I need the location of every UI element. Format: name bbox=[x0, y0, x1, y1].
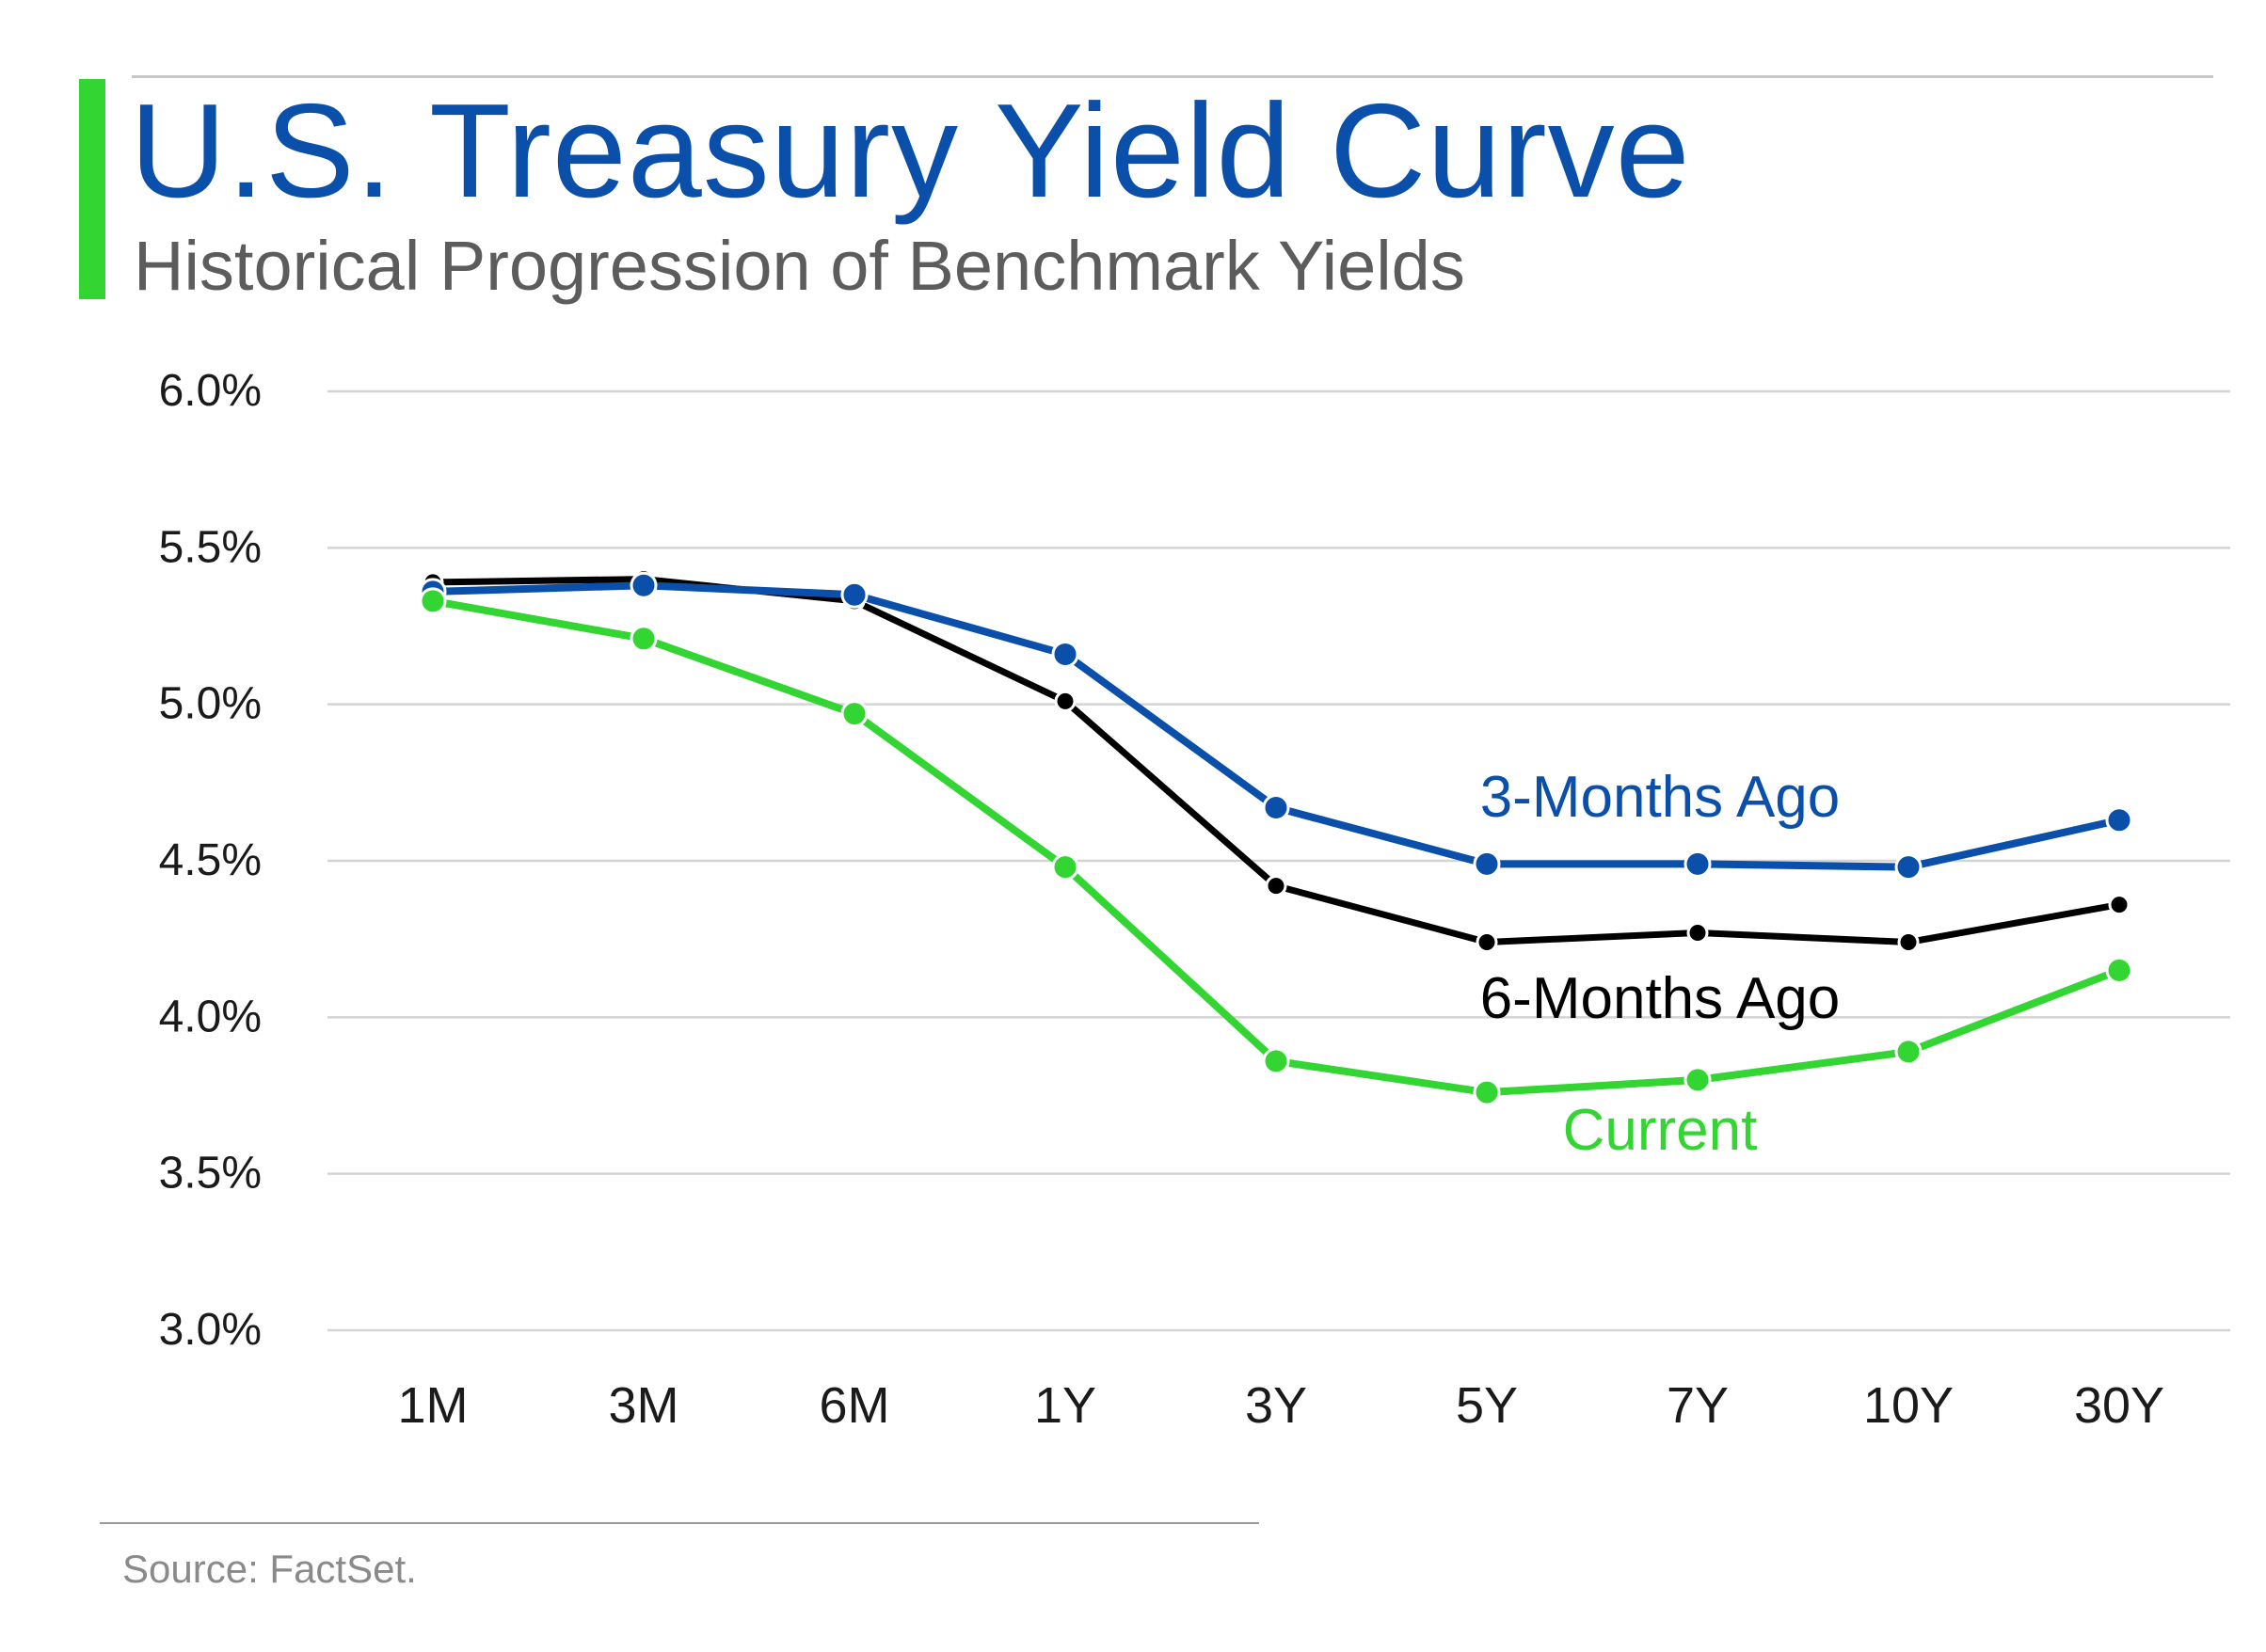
chart-subtitle: Historical Progression of Benchmark Yiel… bbox=[134, 227, 1465, 305]
x-tick-label: 7Y bbox=[1667, 1377, 1729, 1434]
data-point-current bbox=[1473, 1078, 1501, 1106]
data-point-3-months-ago bbox=[840, 580, 869, 609]
y-tick-label: 6.0% bbox=[159, 366, 262, 416]
top-rule bbox=[132, 75, 2213, 78]
data-point-6-months-ago bbox=[2108, 894, 2130, 916]
series-label-3-months-ago: 3-Months Ago bbox=[1480, 765, 1841, 830]
data-point-3-months-ago bbox=[2105, 806, 2133, 834]
x-tick-label: 6M bbox=[819, 1377, 889, 1434]
y-tick-label: 4.5% bbox=[159, 835, 262, 885]
data-point-current bbox=[840, 700, 869, 728]
y-tick-label: 5.5% bbox=[159, 522, 262, 572]
data-point-6-months-ago bbox=[1686, 922, 1709, 945]
x-tick-label: 3Y bbox=[1245, 1377, 1307, 1434]
title-accent-bar bbox=[79, 79, 105, 299]
data-point-current bbox=[1051, 853, 1079, 882]
x-tick-label: 30Y bbox=[2074, 1377, 2164, 1434]
data-point-current bbox=[1894, 1038, 1923, 1066]
data-point-current bbox=[1684, 1066, 1712, 1094]
data-point-6-months-ago bbox=[1054, 690, 1077, 712]
data-point-3-months-ago bbox=[630, 571, 658, 599]
data-point-3-months-ago bbox=[1684, 850, 1712, 878]
y-tick-label: 3.5% bbox=[159, 1149, 262, 1199]
x-tick-label: 3M bbox=[608, 1377, 678, 1434]
data-point-current bbox=[419, 587, 447, 615]
x-tick-label: 1Y bbox=[1034, 1377, 1096, 1434]
data-point-3-months-ago bbox=[1894, 853, 1923, 882]
series-label-current: Current bbox=[1563, 1098, 1758, 1163]
data-point-3-months-ago bbox=[1473, 850, 1501, 878]
series-line-current bbox=[429, 596, 2123, 1097]
data-point-6-months-ago bbox=[1476, 930, 1498, 953]
data-point-6-months-ago bbox=[1897, 930, 1920, 953]
y-tick-label: 3.0% bbox=[159, 1305, 262, 1355]
data-point-current bbox=[2105, 956, 2133, 984]
footer-rule bbox=[100, 1522, 1259, 1524]
y-tick-label: 4.0% bbox=[159, 992, 262, 1041]
data-point-current bbox=[630, 625, 658, 653]
source-note: Source: FactSet. bbox=[122, 1547, 417, 1591]
data-point-3-months-ago bbox=[1262, 793, 1290, 821]
series-label-6-months-ago: 6-Months Ago bbox=[1480, 966, 1841, 1031]
chart-title: U.S. Treasury Yield Curve bbox=[130, 76, 1691, 226]
series-line-3-months-ago bbox=[429, 581, 2123, 871]
data-point-6-months-ago bbox=[1265, 875, 1287, 897]
data-point-current bbox=[1262, 1047, 1290, 1075]
x-tick-label: 5Y bbox=[1456, 1377, 1518, 1434]
data-point-3-months-ago bbox=[1051, 640, 1079, 668]
x-tick-label: 1M bbox=[397, 1377, 468, 1434]
x-tick-label: 10Y bbox=[1863, 1377, 1954, 1434]
y-tick-label: 5.0% bbox=[159, 679, 262, 729]
